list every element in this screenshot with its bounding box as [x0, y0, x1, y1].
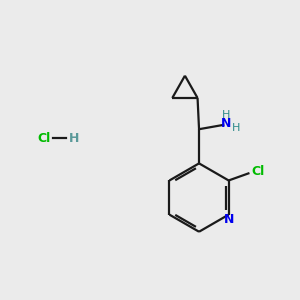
Text: H: H: [231, 123, 240, 133]
Text: N: N: [220, 117, 231, 130]
Text: Cl: Cl: [38, 132, 51, 145]
Text: Cl: Cl: [251, 165, 264, 178]
Text: H: H: [68, 132, 79, 145]
Text: H: H: [222, 110, 230, 120]
Text: N: N: [224, 214, 235, 226]
